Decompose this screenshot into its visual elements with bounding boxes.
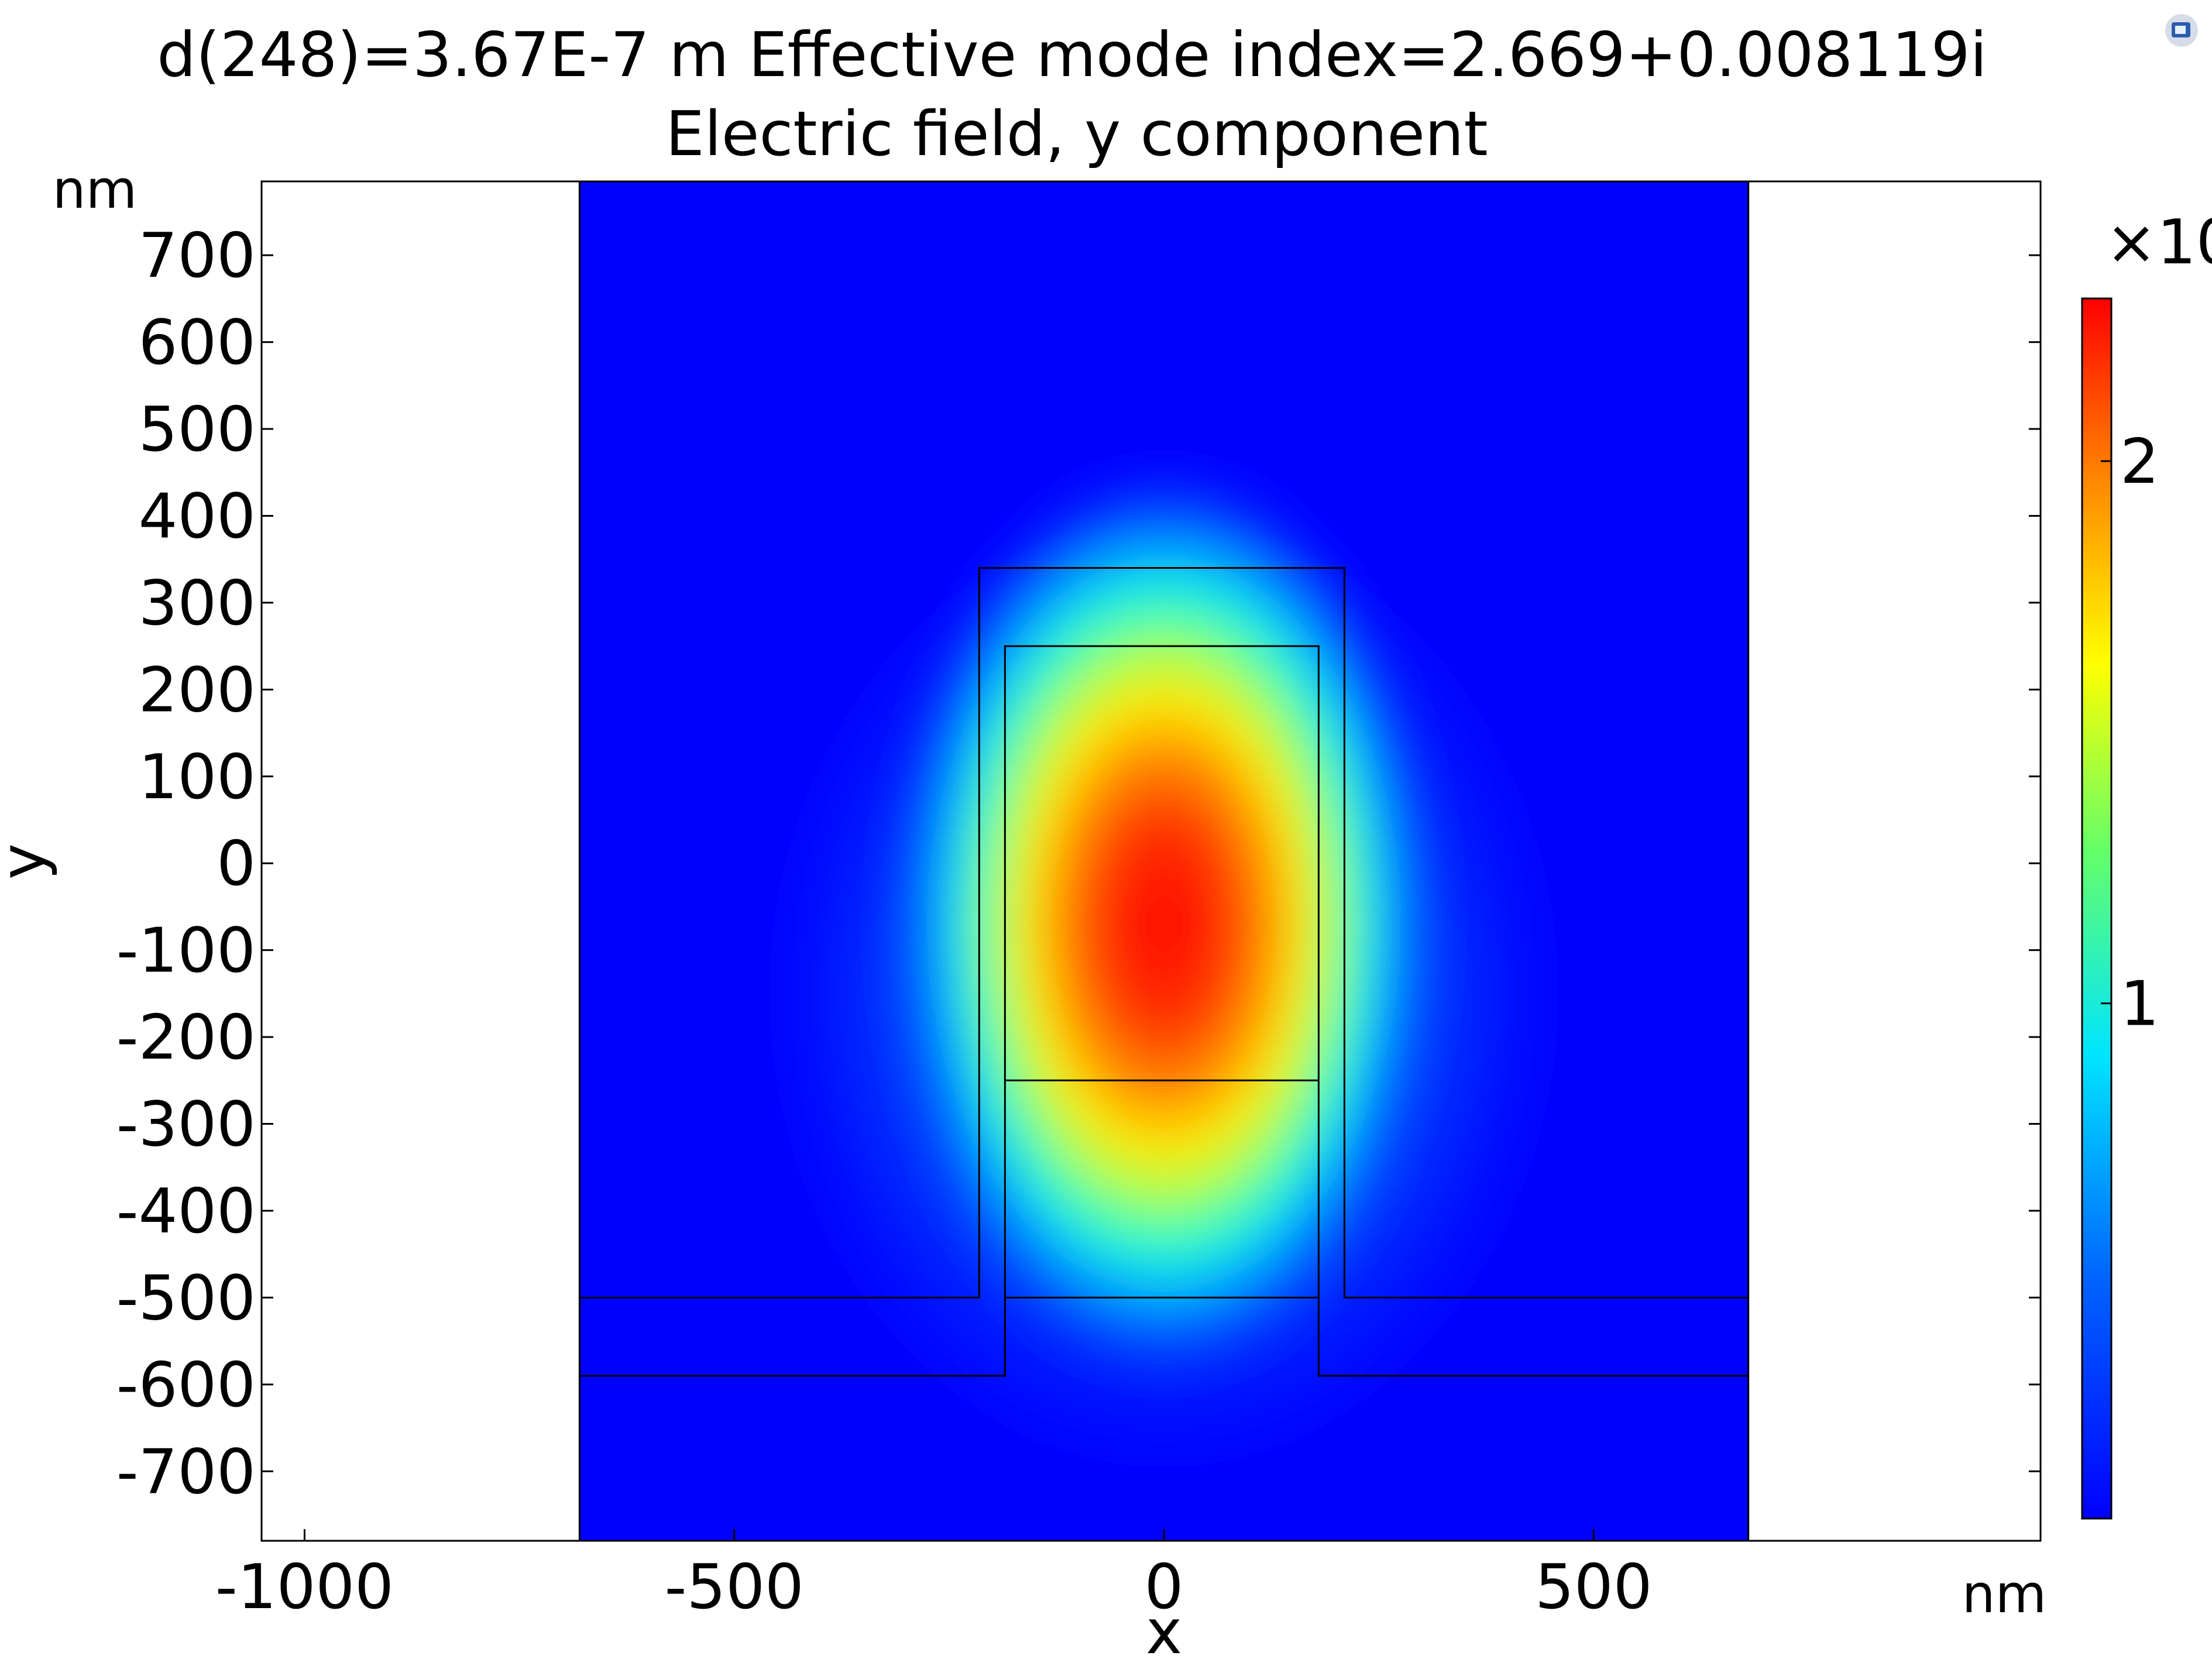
y-tick-label: -200 [116, 1002, 256, 1073]
y-tick-label: 400 [139, 480, 256, 552]
y-tick-label: 100 [139, 741, 256, 813]
y-tick-label: 700 [139, 220, 256, 291]
x-axis-label: x [1146, 1596, 1182, 1659]
x-axis-ticks: -1000 -500 0 500 [215, 1529, 1653, 1623]
colorbar-tick-label: 2 [2120, 426, 2159, 497]
y-axis-ticks: 700 600 500 400 300 200 100 0 -100 -200 -300 -400 -5… [116, 220, 2041, 1507]
y-axis-unit: nm [53, 159, 138, 221]
x-axis-unit: nm [1962, 1564, 2047, 1625]
y-tick-label: -500 [116, 1262, 256, 1334]
colorbar-multiplier: ×10 [2105, 207, 2212, 278]
x-tick-label: 0 [1145, 1551, 1184, 1623]
y-tick-label: -300 [116, 1089, 256, 1160]
geometry-outlines [578, 181, 1750, 1541]
y-tick-label: 600 [139, 307, 256, 379]
x-tick-label: 500 [1535, 1551, 1652, 1623]
y-tick-label: 300 [139, 568, 256, 639]
axes-frame [260, 180, 2042, 1542]
colorbar: ×10 12 [2081, 207, 2212, 1520]
x-tick-label: -500 [665, 1551, 804, 1623]
chart-subtitle: Electric field, y component [665, 98, 1488, 170]
plot-area: 700 600 500 400 300 200 100 0 -100 -200 -300 -400 -5… [116, 180, 2042, 1623]
y-axis-label: y [0, 843, 59, 880]
comsol-app-icon[interactable] [2165, 14, 2198, 47]
chart-title: d(248)=3.67E-7 m Effective mode index=2.… [157, 19, 1987, 91]
colorbar-scale [2081, 297, 2113, 1520]
colorbar-tick-label: 1 [2120, 968, 2159, 1040]
y-tick-label: 200 [139, 654, 256, 726]
y-tick-label: 500 [139, 394, 256, 465]
field-hotspot [880, 455, 1448, 1393]
x-tick-label: -1000 [215, 1551, 394, 1623]
y-tick-label: -100 [116, 915, 256, 987]
core-outline [579, 645, 1749, 1377]
y-tick-label: -700 [116, 1436, 256, 1507]
y-tick-label: -600 [116, 1349, 256, 1421]
y-tick-label: 0 [217, 828, 256, 899]
colorbar-ticks: 12 [2101, 426, 2159, 1040]
outer-rib-outline [579, 567, 1749, 1299]
y-tick-label: -400 [116, 1176, 256, 1247]
